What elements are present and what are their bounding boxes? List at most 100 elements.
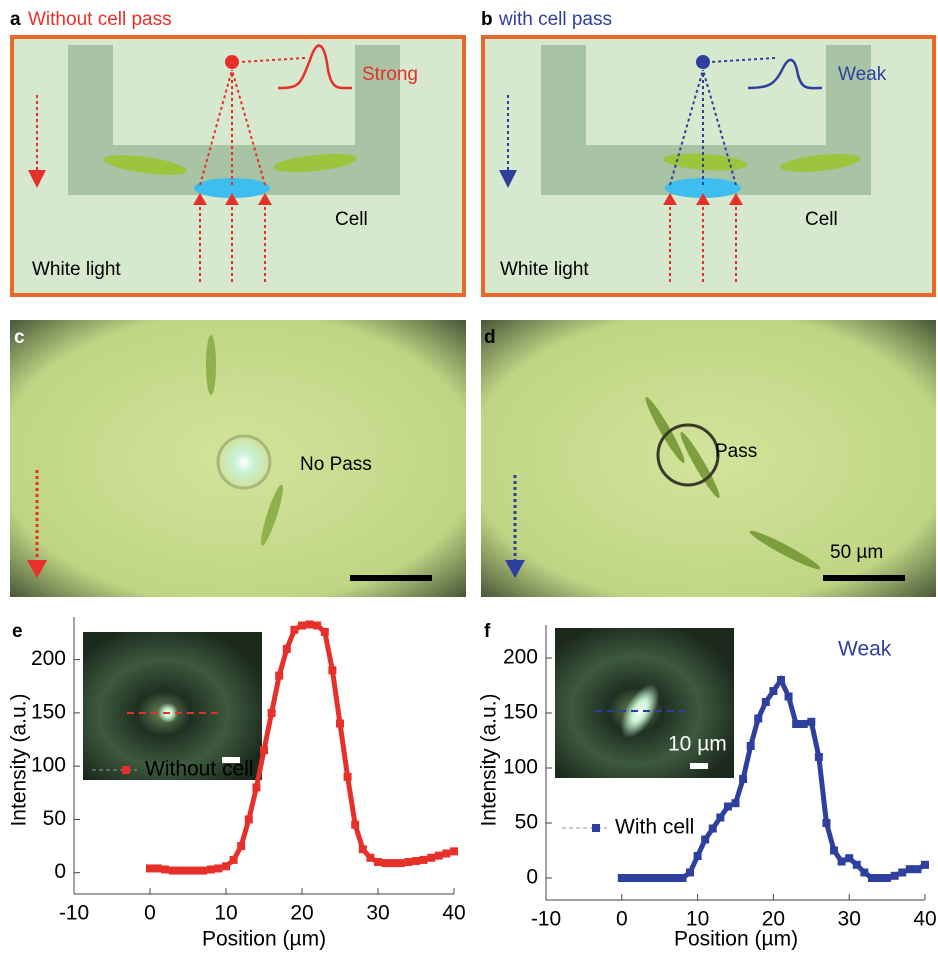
scale-bar (350, 575, 432, 581)
legend-marker (592, 824, 600, 832)
point (921, 860, 929, 869)
rays (507, 57, 776, 186)
x-tick-label: 40 (442, 902, 465, 925)
lens (194, 178, 270, 198)
arrow (499, 170, 517, 188)
point (913, 865, 922, 874)
spot (656, 423, 720, 487)
point (320, 627, 329, 636)
point (883, 874, 892, 882)
panel-letter: a (10, 9, 21, 30)
signal-label: Strong (362, 64, 418, 85)
x-tick-label: 10 (214, 902, 237, 925)
point (686, 868, 695, 877)
panel-letter: e (12, 621, 23, 642)
point (404, 858, 413, 867)
point (814, 753, 823, 761)
label: No Pass (300, 454, 372, 475)
x-tick-label: 40 (913, 908, 936, 931)
arrow (505, 560, 525, 578)
point (830, 846, 839, 855)
point (716, 813, 725, 822)
point (389, 859, 398, 868)
point (442, 849, 451, 858)
point (419, 855, 428, 864)
channel (541, 45, 871, 195)
cell (273, 153, 357, 173)
point (784, 692, 793, 701)
legend-marker (122, 766, 130, 774)
label: Pass (715, 441, 757, 462)
point (746, 742, 755, 750)
x-tick-label: 20 (762, 908, 785, 931)
y-axis-title: Intensity (a.u.) (478, 693, 501, 826)
point (617, 874, 626, 882)
point (161, 865, 170, 874)
point (754, 714, 763, 723)
y-tick-label: 200 (31, 647, 66, 670)
scale-label: 50 µm (830, 542, 883, 563)
point (822, 819, 831, 827)
detector (225, 55, 239, 69)
cell (780, 154, 860, 172)
point (663, 874, 672, 882)
point (648, 874, 657, 882)
cell-label: Cell (335, 209, 368, 230)
point (184, 866, 192, 875)
y-tick-label: 50 (43, 807, 66, 830)
point (450, 847, 458, 856)
panel-d: d Pass 50 µm (481, 320, 936, 597)
panel-title: Without cell pass (28, 9, 172, 30)
point (191, 866, 200, 875)
point (366, 853, 375, 862)
panel-letter: f (484, 621, 491, 642)
scale-bar (222, 757, 240, 763)
panel-letter: d (484, 327, 496, 348)
arrows (28, 170, 272, 205)
point (731, 799, 740, 808)
point (237, 842, 246, 851)
y-axis-title: Intensity (a.u.) (8, 693, 31, 826)
scale-bar (690, 763, 708, 769)
point (670, 874, 679, 882)
point (222, 862, 230, 871)
point (807, 717, 816, 726)
point (890, 871, 899, 880)
point (267, 708, 276, 717)
panel-b: b with cell pass Weak Cell White light (481, 9, 936, 297)
point (739, 775, 748, 783)
point (374, 858, 382, 867)
rays (36, 57, 306, 282)
point (343, 772, 352, 781)
y-tick-label: 100 (31, 754, 66, 777)
point (837, 857, 846, 866)
annotation: Weak (838, 638, 892, 661)
point (206, 865, 215, 874)
light-rays (669, 205, 737, 282)
point (867, 874, 876, 882)
signal-curve (747, 58, 823, 90)
point (146, 864, 154, 873)
arrows (663, 193, 743, 205)
point (381, 859, 390, 868)
point (229, 855, 238, 864)
point (305, 620, 314, 629)
x-tick-label: -10 (59, 902, 89, 925)
legend-label: With cell (615, 816, 694, 839)
spot (620, 684, 660, 738)
point (275, 671, 284, 680)
point (708, 824, 717, 833)
point (328, 666, 337, 675)
arrow (27, 560, 47, 578)
point (852, 860, 861, 869)
point (875, 874, 884, 882)
detector (696, 55, 710, 69)
point (260, 746, 268, 755)
lens (665, 178, 741, 198)
signal-curve (277, 44, 353, 90)
signal-label: Weak (838, 64, 887, 85)
panel-a: a Without cell pass Strong Cell White li… (10, 9, 466, 297)
cell (680, 431, 720, 499)
point (282, 644, 291, 653)
